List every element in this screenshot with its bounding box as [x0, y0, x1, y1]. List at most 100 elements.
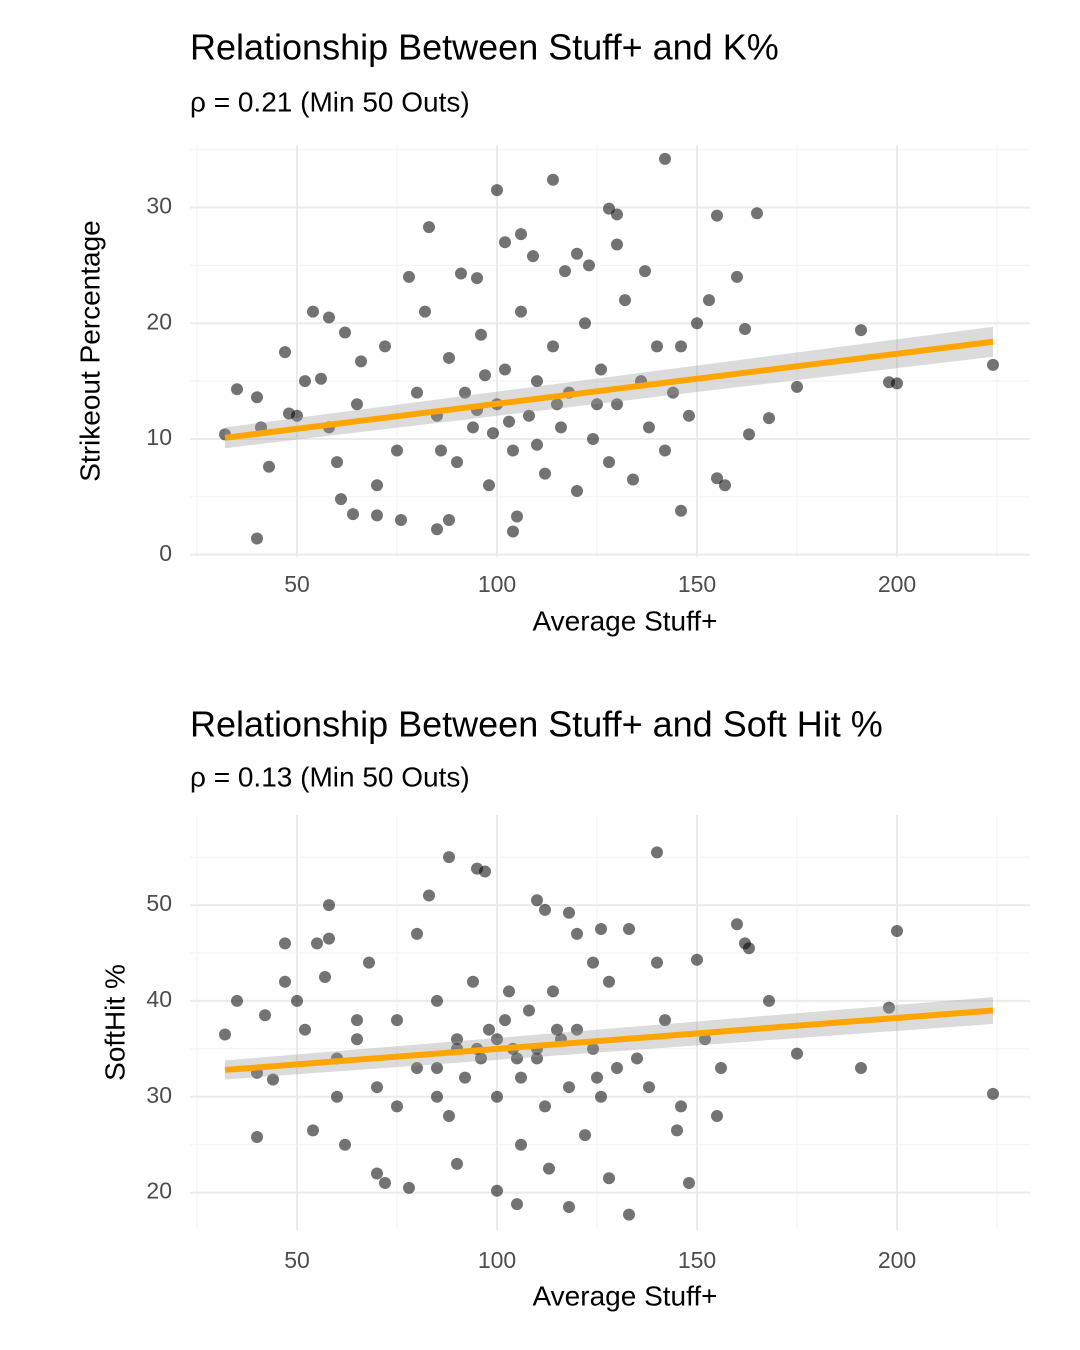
point [479, 865, 491, 878]
point [391, 444, 403, 457]
point [715, 1062, 727, 1075]
point [651, 956, 663, 969]
point [395, 513, 407, 526]
point [683, 1177, 695, 1190]
point [711, 1109, 723, 1122]
point [483, 479, 495, 492]
point [423, 221, 435, 234]
point [307, 305, 319, 318]
x-tick-label: 50 [284, 1247, 310, 1273]
point [987, 1087, 999, 1100]
point [263, 460, 275, 473]
point [471, 272, 483, 285]
point [603, 975, 615, 988]
point [491, 184, 503, 197]
point [491, 1184, 503, 1197]
point [491, 1033, 503, 1046]
point [391, 1100, 403, 1113]
point [363, 956, 375, 969]
point [475, 328, 487, 341]
point [351, 398, 363, 411]
point [603, 1172, 615, 1185]
point [791, 1047, 803, 1060]
point [511, 1052, 523, 1065]
point [335, 493, 347, 506]
y-tick-label: 0 [159, 540, 172, 566]
point [591, 398, 603, 411]
point [987, 358, 999, 371]
point [279, 346, 291, 359]
point [531, 1052, 543, 1065]
point [347, 508, 359, 521]
point [371, 1081, 383, 1094]
point [883, 1001, 895, 1014]
point [587, 432, 599, 445]
point [611, 238, 623, 251]
point [491, 1090, 503, 1103]
point [763, 412, 775, 425]
y-tick-label: 30 [146, 193, 172, 219]
point [391, 1014, 403, 1027]
point [431, 1062, 443, 1075]
point [291, 994, 303, 1007]
point [659, 152, 671, 165]
point [403, 270, 415, 283]
point [319, 970, 331, 983]
y-axis-title: SoftHit % [99, 964, 130, 1081]
point [555, 421, 567, 434]
point [731, 918, 743, 931]
point [623, 923, 635, 936]
x-axis-title: Average Stuff+ [533, 605, 718, 636]
point [507, 444, 519, 457]
point [763, 994, 775, 1007]
point [539, 903, 551, 916]
point [475, 1052, 487, 1065]
point [739, 323, 751, 336]
point [515, 1138, 527, 1151]
point [515, 228, 527, 241]
point [639, 265, 651, 278]
point [571, 1023, 583, 1036]
point [571, 247, 583, 260]
y-tick-label: 40 [146, 986, 172, 1012]
chart: Relationship Between Stuff+ and K% ρ = 0.… [74, 27, 1030, 636]
point [279, 937, 291, 950]
point [299, 1023, 311, 1036]
point [547, 340, 559, 353]
chart-subtitle: ρ = 0.13 (Min 50 Outs) [190, 761, 470, 792]
point [443, 851, 455, 864]
point [451, 456, 463, 469]
point [435, 444, 447, 457]
point [703, 294, 715, 307]
point [691, 317, 703, 330]
point [451, 1157, 463, 1170]
point [279, 975, 291, 988]
point [643, 1081, 655, 1094]
point [539, 467, 551, 480]
chart-title: Relationship Between Stuff+ and Soft Hit… [190, 704, 883, 745]
point [511, 510, 523, 523]
y-tick-label: 10 [146, 424, 172, 450]
trend-line [224, 338, 994, 441]
point [503, 985, 515, 998]
point [611, 1062, 623, 1075]
point [591, 1071, 603, 1084]
point [659, 1014, 671, 1027]
point [675, 1100, 687, 1113]
point [619, 294, 631, 307]
point [423, 889, 435, 902]
point [699, 1033, 711, 1046]
point [527, 250, 539, 263]
point [719, 479, 731, 492]
point [627, 473, 639, 486]
point [667, 386, 679, 399]
x-tick-label: 100 [478, 571, 516, 597]
point [331, 456, 343, 469]
point [539, 1100, 551, 1113]
y-axis-title: Strikeout Percentage [74, 220, 105, 482]
point [531, 375, 543, 388]
point [659, 444, 671, 457]
point [351, 1033, 363, 1046]
point [651, 340, 663, 353]
point [411, 1062, 423, 1075]
